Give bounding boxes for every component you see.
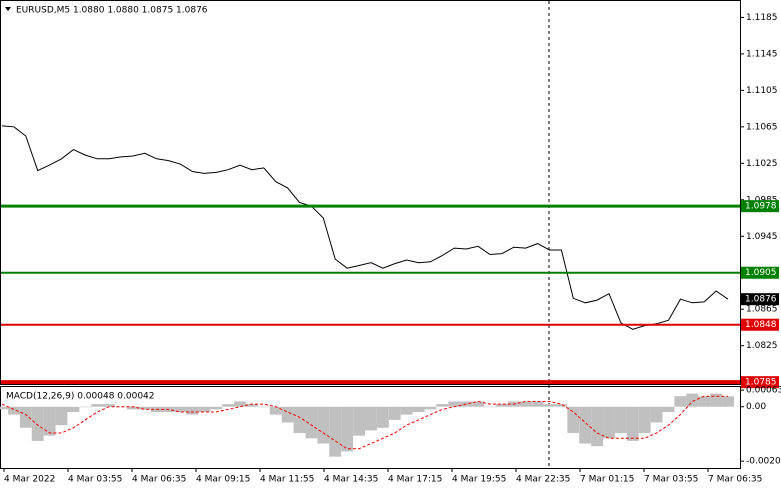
histogram-bar — [543, 404, 556, 407]
histogram-bar — [567, 406, 580, 434]
histogram-bar — [138, 406, 151, 410]
histogram-bar — [495, 404, 508, 407]
x-tick-label: 4 Mar 17:15 — [388, 475, 442, 485]
level-label-box — [741, 266, 779, 279]
histogram-bar — [43, 406, 56, 436]
level-label-box — [741, 318, 779, 331]
y-tick-label: 1.1185 — [746, 13, 778, 23]
histogram-bar — [305, 406, 318, 439]
histogram-bar — [710, 393, 723, 407]
histogram-bar — [126, 406, 139, 410]
y-tick-label: 1.0865 — [746, 305, 778, 315]
histogram-bar — [293, 406, 306, 434]
histogram-bar — [19, 406, 32, 428]
histogram-bar — [365, 406, 377, 431]
price-line — [1, 125, 729, 330]
y-tick-label: 1.1105 — [746, 86, 778, 96]
x-tick-label: 4 Mar 09:15 — [196, 475, 250, 485]
histogram-bar — [174, 406, 187, 412]
histogram-bar — [103, 404, 116, 407]
histogram-bar — [0, 406, 8, 410]
y-tick-label: 1.1025 — [746, 159, 778, 169]
histogram-bar — [376, 406, 389, 428]
x-tick-label: 4 Mar 03:55 — [68, 475, 122, 485]
histogram-bar — [531, 401, 544, 407]
y-tick-label: 1.0945 — [746, 232, 778, 242]
level-label: 1.0905 — [745, 268, 777, 278]
histogram-bar — [198, 406, 211, 412]
histogram-bar — [448, 401, 461, 407]
level-label: 1.0978 — [745, 202, 777, 212]
histogram-bar — [269, 406, 282, 415]
histogram-bar — [245, 404, 258, 407]
histogram-bar — [91, 404, 104, 407]
y-tick-label: 1.0825 — [746, 341, 778, 351]
x-tick-label: 4 Mar 14:35 — [324, 475, 378, 485]
histogram-bar — [281, 406, 294, 423]
histogram-bar — [674, 396, 687, 407]
level-label: 1.0785 — [745, 378, 777, 388]
x-tick-label: 4 Mar 19:55 — [452, 475, 506, 485]
histogram-bar — [400, 406, 413, 415]
macd-title: MACD(12,26,9) 0.00048 0.00042 — [6, 392, 155, 402]
x-tick-label: 7 Mar 06:35 — [708, 475, 762, 485]
histogram-bar — [55, 406, 68, 426]
current-price-label: 1.0876 — [745, 295, 777, 305]
level-label-box — [741, 200, 779, 213]
histogram-bar — [79, 406, 92, 408]
histogram-bar — [67, 406, 80, 412]
x-tick-label: 4 Mar 11:55 — [260, 475, 314, 485]
level-label-box — [741, 376, 779, 389]
histogram-bar — [519, 401, 532, 407]
x-tick-label: 7 Mar 01:15 — [580, 475, 634, 485]
histogram-bar — [686, 393, 699, 407]
histogram-bar — [222, 404, 235, 407]
histogram-bar — [626, 406, 639, 441]
histogram-bar — [603, 406, 615, 439]
histogram-bar — [638, 406, 651, 434]
histogram-bar — [234, 401, 246, 407]
y-tick-label: -0.00207 — [746, 457, 781, 467]
menu-arrow — [5, 7, 11, 11]
chart-title: EURUSD,M5 1.0880 1.0880 1.0875 1.0876 — [16, 6, 208, 16]
histogram-bar — [388, 406, 401, 420]
histogram-bar — [31, 406, 44, 441]
histogram-bar — [579, 406, 592, 444]
x-tick-label: 4 Mar 22:35 — [516, 475, 570, 485]
histogram-bar — [412, 406, 425, 412]
histogram-bar — [257, 406, 270, 408]
histogram-bar — [353, 406, 365, 436]
histogram-bar — [662, 406, 675, 412]
x-tick-label: 7 Mar 03:55 — [644, 475, 698, 485]
histogram-bar — [7, 406, 20, 415]
histogram-bar — [555, 404, 568, 407]
histogram-bar — [424, 406, 437, 410]
histogram-bar — [472, 401, 485, 407]
signal-line — [1, 395, 728, 450]
current-price-box — [741, 293, 779, 306]
histogram-bar — [317, 406, 330, 444]
histogram-bar — [722, 396, 734, 407]
histogram-bar — [614, 406, 627, 434]
histogram-bar — [329, 406, 342, 457]
y-tick-label: 1.1065 — [746, 122, 778, 132]
histogram-bar — [650, 406, 663, 423]
x-tick-label: 4 Mar 06:35 — [132, 475, 186, 485]
main-panel — [0, 0, 741, 385]
histogram-bar — [436, 404, 449, 407]
histogram-bar — [341, 406, 354, 452]
y-tick-label: 1.1145 — [746, 49, 778, 59]
y-tick-label: 0.00 — [746, 402, 766, 412]
histogram-bar — [210, 406, 223, 410]
histogram-bar — [591, 406, 604, 447]
histogram-bar — [484, 406, 496, 408]
histogram-bar — [698, 396, 711, 407]
histogram-bar — [186, 406, 199, 415]
x-tick-label: 4 Mar 2022 — [4, 475, 55, 485]
histogram-bar — [115, 406, 127, 408]
y-tick-label: 0.00063 — [746, 386, 781, 396]
level-label: 1.0848 — [745, 320, 777, 330]
